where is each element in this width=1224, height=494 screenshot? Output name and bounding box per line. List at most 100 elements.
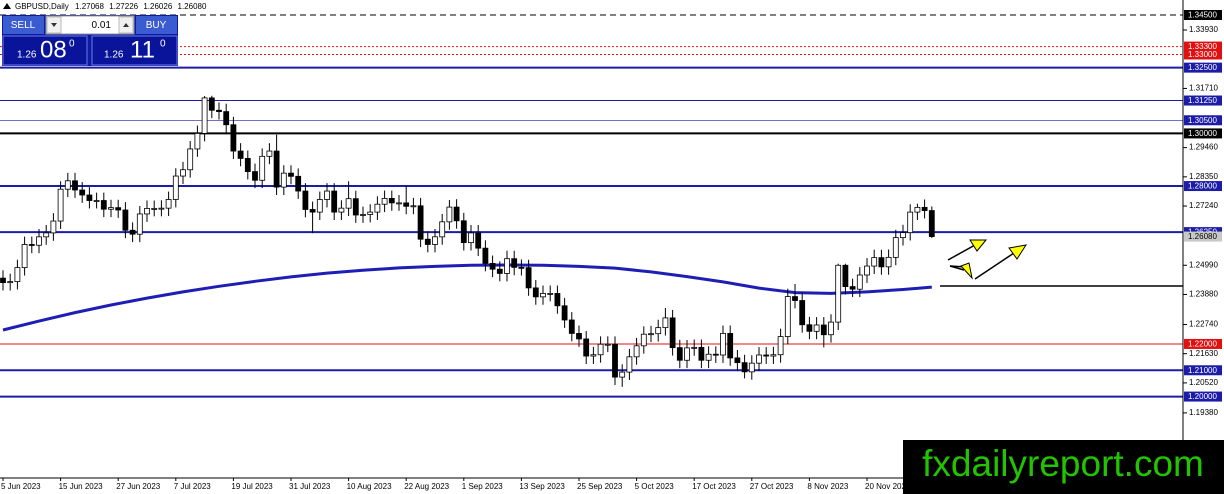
candle-body — [741, 362, 748, 373]
level-box — [1184, 115, 1222, 126]
candle-body — [64, 180, 71, 190]
y-axis-labels: 1.33930 1.31710 1.29460 1.28350 1.27240 1.249… — [1183, 10, 1222, 417]
candle-body — [777, 336, 784, 356]
candle-body — [345, 198, 352, 209]
bid-box[interactable] — [2, 35, 88, 66]
level-box — [1184, 338, 1222, 349]
candle-body — [136, 213, 143, 235]
candle-body — [288, 172, 294, 177]
high-label: 1.27226 — [109, 2, 138, 11]
buy-button[interactable] — [136, 16, 177, 34]
candle-body — [266, 150, 273, 157]
candle-body — [14, 267, 21, 282]
candle-body — [252, 171, 258, 181]
candle-body — [554, 293, 561, 307]
candle-body — [230, 124, 237, 152]
candle-body — [28, 244, 35, 246]
bid-pips: 08 — [40, 36, 67, 63]
candle-body — [316, 199, 323, 213]
header: GBPUSD,Daily 1.27068 1.27226 1.26026 1.2… — [3, 2, 207, 11]
candle-body — [921, 206, 928, 211]
ask-box[interactable] — [91, 35, 178, 66]
candle-body — [720, 333, 726, 356]
level-box — [1184, 62, 1222, 73]
lot-input[interactable] — [45, 15, 135, 35]
candle-body — [223, 111, 230, 126]
candle-body — [165, 199, 172, 209]
candle-body — [828, 321, 834, 336]
candle-body — [36, 236, 42, 246]
candle-body — [72, 180, 78, 191]
arrow-shaft — [947, 244, 976, 261]
candle-body — [504, 258, 510, 274]
x-tick-label: 19 Jul 2023 — [231, 482, 273, 491]
candle-body — [216, 109, 222, 112]
sell-button[interactable] — [3, 16, 44, 34]
candle-body — [763, 354, 770, 357]
level-label: 1.32500 — [1188, 63, 1217, 72]
candle-body — [374, 203, 381, 213]
up-icon — [123, 23, 129, 27]
y-tick-label: 1.19380 — [1189, 408, 1218, 417]
collapse-icon — [3, 3, 11, 9]
candle-body — [849, 286, 856, 290]
level-label: 1.21000 — [1188, 366, 1217, 375]
candle-body — [547, 293, 554, 295]
candle-body — [396, 202, 402, 205]
candle-body — [604, 343, 611, 346]
chart-header: GBPUSD,Daily 1.27068 1.27226 1.26026 1.2… — [15, 2, 207, 11]
candle-body — [748, 362, 755, 373]
candle-body — [57, 188, 64, 222]
candle-body — [892, 237, 899, 258]
candle-body — [86, 194, 93, 201]
arrow-shaft — [949, 265, 965, 271]
y-tick-label: 1.20520 — [1189, 378, 1218, 387]
level-label: 1.26080 — [1188, 232, 1217, 241]
trade-panel: SELL 0.01 BUY 1.26 08 0 1.26 11 0 — [2, 15, 178, 66]
candle-body — [885, 256, 892, 268]
candle-body — [201, 97, 208, 134]
candle-body — [158, 207, 165, 210]
candle-body — [352, 198, 359, 216]
y-tick-label: 1.31710 — [1189, 84, 1218, 93]
level-box — [1184, 231, 1222, 242]
x-tick-label: 13 Sep 2023 — [519, 482, 565, 491]
x-tick-label: 27 Oct 2023 — [750, 482, 794, 491]
candle-body — [698, 346, 705, 361]
down-icon — [51, 23, 57, 27]
x-axis-labels: 5 Jun 2023 15 Jun 2023 27 Jun 2023 7 Jul 20… — [1, 478, 911, 491]
arrow-head — [1008, 244, 1028, 260]
candle-body — [100, 200, 107, 210]
watermark: fxdailyreport.com — [903, 440, 1224, 494]
y-tick-label: 1.33930 — [1189, 25, 1218, 34]
level-label: 1.31250 — [1188, 96, 1217, 105]
level-box — [1184, 365, 1222, 376]
y-tick-label: 1.27240 — [1189, 201, 1218, 210]
candle-body — [129, 229, 136, 235]
candle-body — [237, 150, 244, 159]
level-box — [1184, 391, 1222, 402]
candle-body — [633, 345, 640, 358]
candle-body — [770, 354, 777, 357]
symbol: GBPUSD,Daily — [15, 2, 69, 11]
candle-body — [799, 300, 806, 326]
candle-body — [309, 209, 316, 213]
candle-body — [640, 333, 647, 347]
arrow-head — [960, 262, 973, 280]
candle-body — [280, 172, 287, 188]
candle-body — [583, 338, 590, 357]
watermark-text: fxdailyreport.com — [922, 443, 1204, 484]
y-tick-label: 1.22740 — [1189, 320, 1218, 329]
level-label: 1.28000 — [1188, 182, 1217, 191]
candle-body — [878, 257, 885, 268]
level-box — [1184, 41, 1222, 52]
candle-body — [208, 97, 215, 111]
ma-line — [2, 263, 932, 332]
candle-body — [597, 343, 604, 356]
candle-body — [727, 333, 734, 359]
candle-body — [532, 287, 539, 298]
candle-body — [842, 264, 849, 287]
y-tick-label: 1.21630 — [1189, 349, 1218, 358]
open-label: 1.27068 — [75, 2, 104, 11]
arrow-shaft — [974, 252, 1015, 280]
